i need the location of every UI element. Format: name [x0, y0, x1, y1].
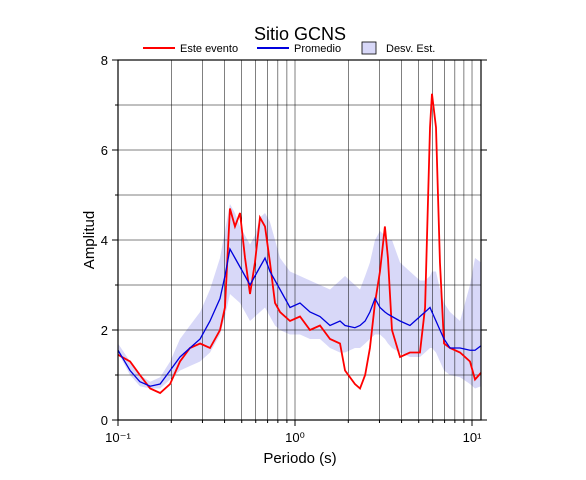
- std-band: [118, 204, 481, 389]
- legend-swatch: [361, 41, 377, 55]
- y-tick-label: 0: [101, 413, 108, 428]
- line: [117, 247, 482, 387]
- x-tick-label: 10⁻¹: [105, 430, 131, 445]
- y-axis-label: Amplitud: [81, 211, 98, 269]
- x-axis-label: Periodo (s): [263, 450, 336, 467]
- x-tick-label: 10¹: [463, 430, 482, 445]
- y-tick-label: 8: [101, 53, 108, 68]
- legend-label: Desv. Est.: [386, 43, 435, 55]
- legend-label: Promedio: [294, 43, 341, 55]
- y-tick-label: 4: [101, 233, 108, 248]
- chart-title: Sitio GCNS: [254, 24, 346, 44]
- y-tick-label: 6: [101, 143, 108, 158]
- x-tick-label: 10⁰: [285, 430, 305, 445]
- line: [117, 93, 482, 395]
- legend-label: Este evento: [180, 43, 238, 55]
- y-tick-label: 2: [101, 323, 108, 338]
